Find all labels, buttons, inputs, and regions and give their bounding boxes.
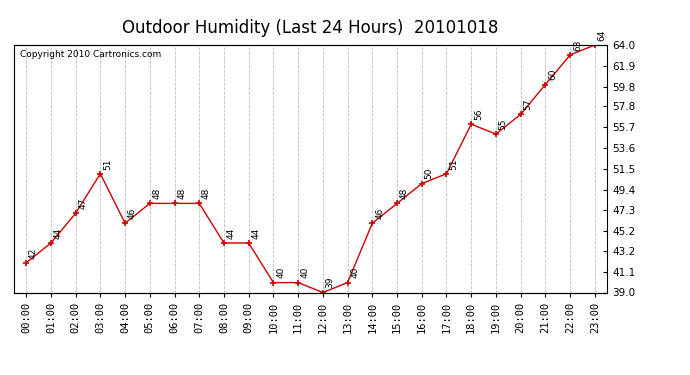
Text: Outdoor Humidity (Last 24 Hours)  20101018: Outdoor Humidity (Last 24 Hours) 2010101… — [122, 19, 499, 37]
Text: 40: 40 — [301, 267, 310, 278]
Text: 44: 44 — [227, 228, 236, 239]
Text: 47: 47 — [79, 198, 88, 209]
Text: 51: 51 — [103, 158, 112, 170]
Text: 46: 46 — [128, 208, 137, 219]
Text: 63: 63 — [573, 39, 582, 51]
Text: 50: 50 — [424, 168, 433, 179]
Text: 42: 42 — [29, 248, 38, 259]
Text: 48: 48 — [202, 188, 211, 199]
Text: 48: 48 — [177, 188, 186, 199]
Text: 40: 40 — [351, 267, 359, 278]
Text: 39: 39 — [326, 277, 335, 288]
Text: 51: 51 — [449, 158, 458, 170]
Text: 44: 44 — [251, 228, 260, 239]
Text: 55: 55 — [499, 118, 508, 130]
Text: 40: 40 — [276, 267, 285, 278]
Text: 60: 60 — [548, 69, 557, 80]
Text: 64: 64 — [598, 30, 607, 41]
Text: 56: 56 — [474, 108, 483, 120]
Text: 48: 48 — [400, 188, 408, 199]
Text: 46: 46 — [375, 208, 384, 219]
Text: 44: 44 — [54, 228, 63, 239]
Text: Copyright 2010 Cartronics.com: Copyright 2010 Cartronics.com — [20, 50, 161, 59]
Text: 57: 57 — [524, 99, 533, 110]
Text: 48: 48 — [152, 188, 161, 199]
